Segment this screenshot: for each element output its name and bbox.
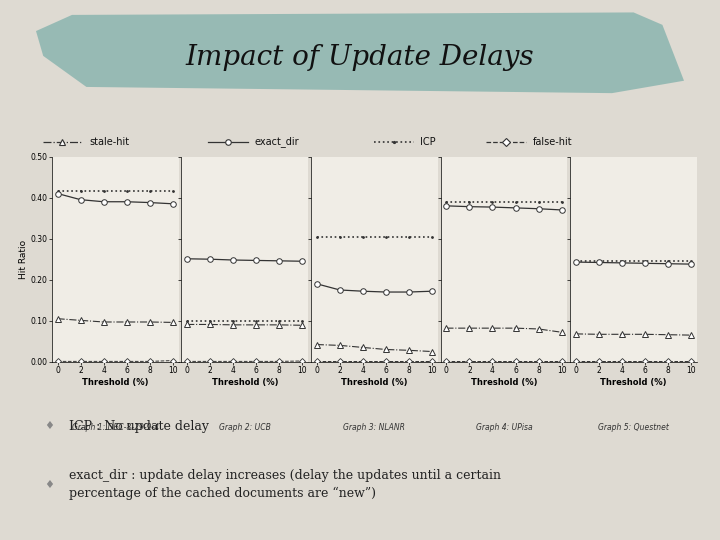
X-axis label: Threshold (%): Threshold (%)	[471, 378, 537, 387]
Text: ICP: ICP	[420, 137, 436, 147]
Text: exact_dir : update delay increases (delay the updates until a certain
percentage: exact_dir : update delay increases (dela…	[69, 469, 501, 500]
Text: ♦: ♦	[44, 421, 54, 431]
Y-axis label: Hit Ratio: Hit Ratio	[19, 240, 28, 279]
Text: Graph 4: UPisa: Graph 4: UPisa	[476, 423, 532, 433]
Text: exact_dir: exact_dir	[255, 136, 300, 147]
X-axis label: Threshold (%): Threshold (%)	[82, 378, 148, 387]
Text: Graph 1: DEC-8-29-9-4: Graph 1: DEC-8-29-9-4	[71, 423, 159, 433]
Text: Graph 3: NLANR: Graph 3: NLANR	[343, 423, 405, 433]
Text: false-hit: false-hit	[533, 137, 572, 147]
Text: ♦: ♦	[44, 480, 54, 490]
Text: Impact of Update Delays: Impact of Update Delays	[186, 44, 534, 71]
Text: Graph 5: Questnet: Graph 5: Questnet	[598, 423, 669, 433]
Text: stale-hit: stale-hit	[89, 137, 129, 147]
Text: ICP : No update delay: ICP : No update delay	[69, 420, 209, 433]
Text: Graph 2: UCB: Graph 2: UCB	[219, 423, 271, 433]
PathPatch shape	[36, 12, 684, 93]
X-axis label: Threshold (%): Threshold (%)	[600, 378, 667, 387]
X-axis label: Threshold (%): Threshold (%)	[341, 378, 408, 387]
X-axis label: Threshold (%): Threshold (%)	[212, 378, 278, 387]
